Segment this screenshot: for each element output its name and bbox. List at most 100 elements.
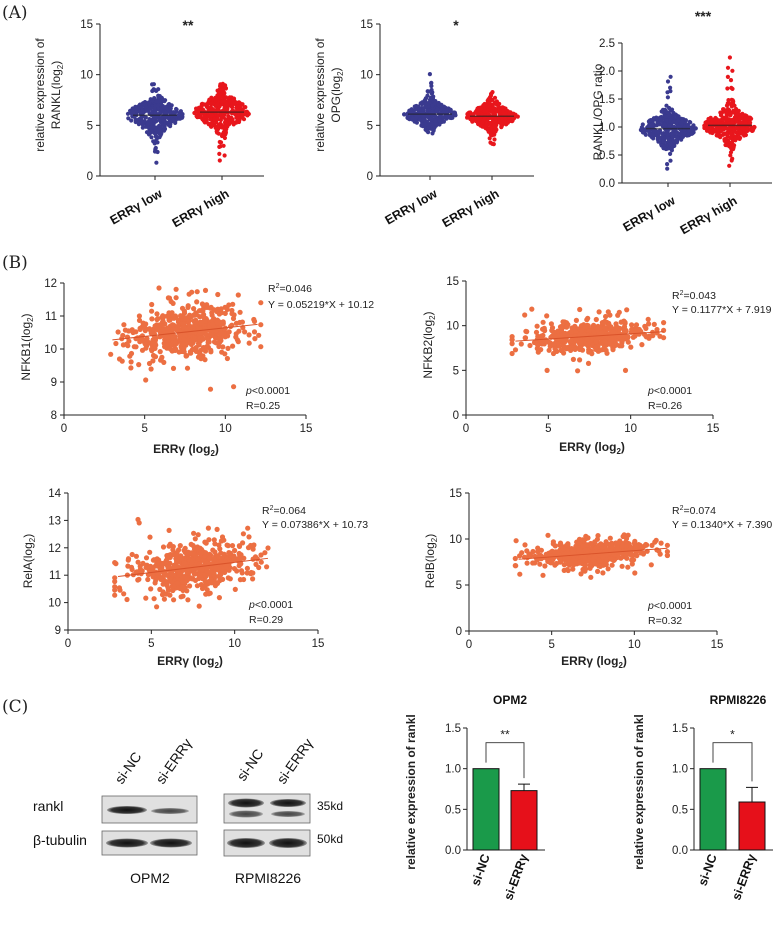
- b4-point: [580, 543, 586, 549]
- b1-point: [169, 310, 175, 316]
- a3-point: [693, 126, 698, 131]
- b4-point: [664, 552, 671, 559]
- b3-equation: Y = 0.07386*X + 10.73: [262, 519, 368, 531]
- a3-point: [729, 158, 734, 163]
- b3-point: [192, 577, 199, 584]
- b1-ytick-label: 12: [44, 278, 57, 290]
- b2-point: [527, 342, 533, 349]
- b4-point: [609, 544, 615, 550]
- wb-lane-left-1: si-NC: [111, 749, 144, 787]
- dot-plot-rankl: relative expression of RANKL(log2) ** 0 5…: [33, 17, 264, 230]
- b1-point: [121, 322, 127, 328]
- a2-point: [501, 105, 506, 110]
- a3-point: [649, 134, 654, 139]
- b1-point: [152, 340, 158, 346]
- b3-point: [203, 550, 209, 556]
- b3-point: [136, 520, 142, 526]
- dot-plot-opg: relative expression of OPG(log2) * 0 5 10 1…: [313, 17, 534, 230]
- b4-xtick-label: 5: [548, 639, 554, 651]
- b3-point: [187, 583, 193, 589]
- a2-point: [431, 128, 436, 133]
- b2-point: [661, 320, 667, 326]
- b3-point: [112, 560, 118, 566]
- b1-r-value: R=0.25: [246, 400, 280, 412]
- b2-ytick-label: 15: [446, 276, 459, 288]
- a3-point: [665, 79, 671, 84]
- a2-point: [509, 119, 515, 124]
- panel-label-a: (A): [2, 3, 28, 23]
- a2-ytick-label: 5: [367, 120, 373, 132]
- c1-category-label: si-NC: [468, 852, 492, 887]
- b4-point: [632, 570, 638, 576]
- b3-point: [180, 593, 186, 599]
- a3-significance: ***: [695, 8, 712, 24]
- a2-ylabel-line1: relative expression of: [313, 38, 327, 152]
- a2-point: [426, 123, 432, 128]
- a2-ytick-label: 0: [367, 171, 373, 183]
- b3-point: [203, 573, 209, 580]
- a3-point: [668, 74, 673, 79]
- a3-point: [709, 121, 714, 126]
- b4-point: [625, 564, 631, 570]
- b1-point: [149, 348, 155, 354]
- b1-point: [256, 332, 262, 338]
- b3-point: [176, 572, 182, 578]
- a3-point: [717, 118, 722, 123]
- b1-point: [194, 299, 200, 305]
- b3-point: [210, 547, 216, 553]
- b1-xlabel: ERRγ (log: [153, 442, 210, 456]
- b1-point: [219, 349, 225, 355]
- a2-point: [488, 140, 493, 145]
- b4-point: [588, 574, 594, 580]
- svg-text:OPG(log2): OPG(log2): [329, 67, 345, 122]
- b2-point: [509, 350, 515, 357]
- b4-point: [605, 566, 611, 572]
- b3-point: [202, 583, 208, 589]
- b1-point: [159, 354, 165, 360]
- band-opm2-tubulin-sinc: [106, 838, 148, 848]
- a3-point: [730, 144, 735, 149]
- b4-point: [557, 540, 564, 546]
- b3-point: [161, 596, 167, 602]
- a1-point: [229, 95, 234, 100]
- a1-ylabel-line2: RANKL(log: [49, 69, 63, 129]
- b1-point: [204, 344, 210, 350]
- wb-row-tubulin: β-tubulin: [33, 832, 87, 848]
- a3-point: [663, 114, 668, 119]
- a1-point: [199, 104, 204, 109]
- a3-point: [702, 123, 707, 128]
- a1-point: [157, 128, 162, 133]
- a3-point: [661, 137, 666, 142]
- b3-point: [167, 560, 173, 566]
- b2-point: [661, 335, 667, 341]
- a2-point: [408, 109, 413, 114]
- b3-point: [164, 583, 170, 589]
- a2-point: [423, 104, 428, 109]
- b3-xtick-label: 0: [65, 638, 71, 650]
- b4-point: [616, 540, 622, 546]
- a1-point: [136, 122, 141, 127]
- b2-point: [593, 316, 599, 323]
- b2-xlabel-sub: 2: [616, 447, 621, 456]
- b2-ylabel-sub: 2: [428, 315, 437, 320]
- a1-point: [224, 117, 229, 122]
- b4-point: [596, 558, 602, 564]
- b1-point: [166, 295, 173, 301]
- c1-bar-sierr: [510, 790, 538, 851]
- b3-point: [229, 543, 236, 549]
- a1-point: [159, 102, 164, 107]
- b3-point: [167, 541, 173, 547]
- a1-point: [156, 95, 161, 100]
- a2-point: [479, 107, 484, 112]
- a3-point: [731, 110, 736, 115]
- b3-point: [265, 545, 271, 551]
- b1-point: [136, 313, 142, 319]
- b1-point: [216, 343, 222, 350]
- b1-point: [220, 344, 226, 350]
- b1-point: [115, 329, 121, 335]
- a3-point: [673, 128, 678, 133]
- b2-point: [583, 324, 589, 330]
- a3-point: [679, 119, 685, 125]
- a3-point: [667, 138, 672, 143]
- a2-point: [439, 103, 444, 108]
